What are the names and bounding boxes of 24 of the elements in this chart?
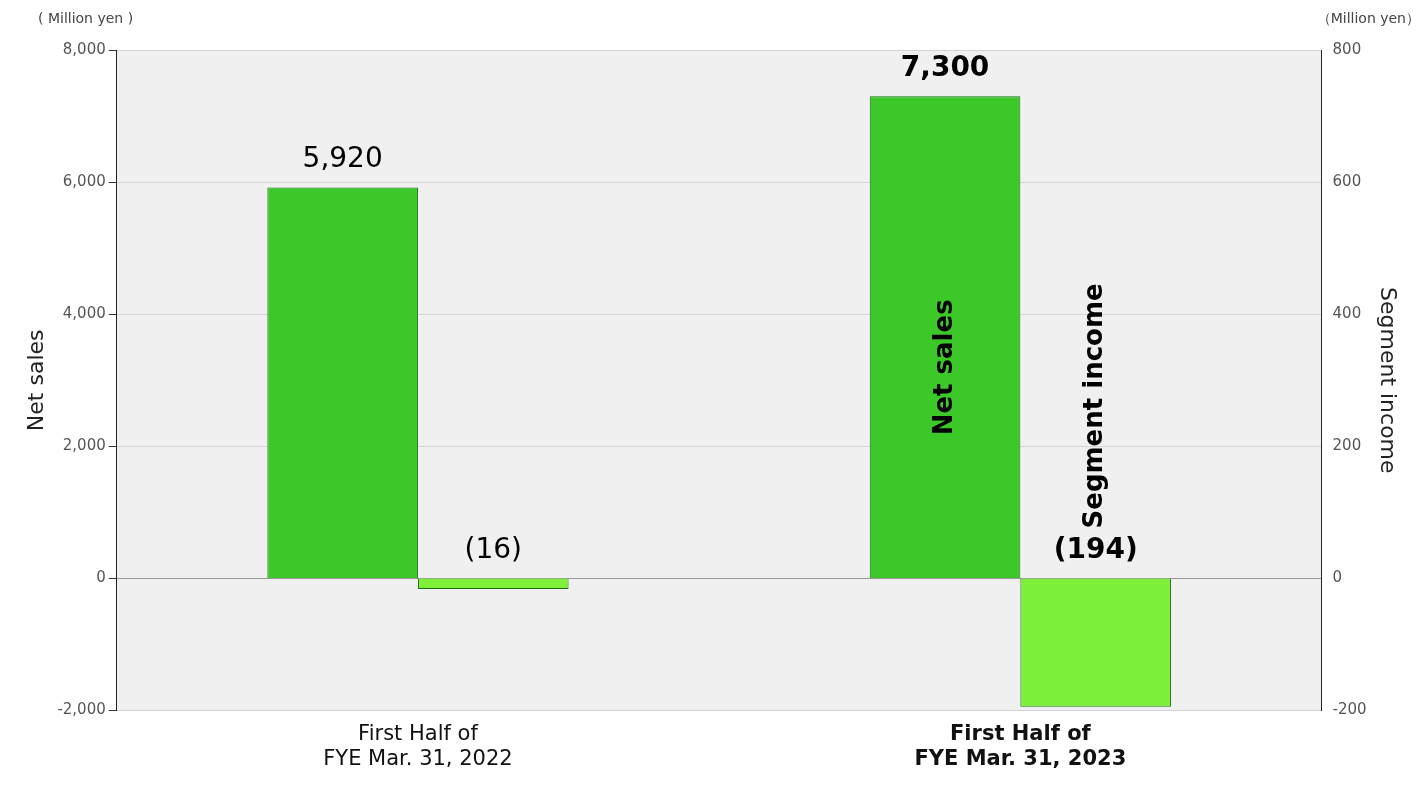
y-tick-label: 8,000 <box>62 39 106 58</box>
text: Segment income <box>1078 283 1109 529</box>
data-label: 7,300 <box>900 49 990 83</box>
series-label: Net sales <box>927 299 958 436</box>
x-tick-label: First Half of FYE Mar. 31, 2022 <box>323 720 513 770</box>
y2-tick-label: -200 <box>1332 700 1367 719</box>
y2-tick-label: 200 <box>1332 436 1362 455</box>
y-tick-label: 6,000 <box>62 172 106 191</box>
y2-tick-label: 800 <box>1332 39 1362 58</box>
y2-axis-title: Segment income <box>1376 287 1402 474</box>
y2-tick-label: 600 <box>1332 172 1362 191</box>
x-tick-label: First Half of FYE Mar. 31, 2023 <box>914 720 1127 770</box>
y2-tick-label: 0 <box>1332 568 1343 587</box>
data-label: (194) <box>1053 531 1138 565</box>
y-tick-label: 4,000 <box>62 304 106 323</box>
y-tick-label: -2,000 <box>57 700 106 719</box>
y-tick-label: 2,000 <box>62 436 106 455</box>
y-axis-title: Net sales <box>22 329 48 432</box>
text: ( Million yen ) <box>38 9 134 26</box>
data-label: (16) <box>464 531 522 565</box>
y-tick-label: 0 <box>96 568 106 587</box>
data-label: 5,920 <box>302 140 383 174</box>
y2-tick-label: 400 <box>1332 304 1362 323</box>
text: （Million yen） <box>1316 9 1420 26</box>
